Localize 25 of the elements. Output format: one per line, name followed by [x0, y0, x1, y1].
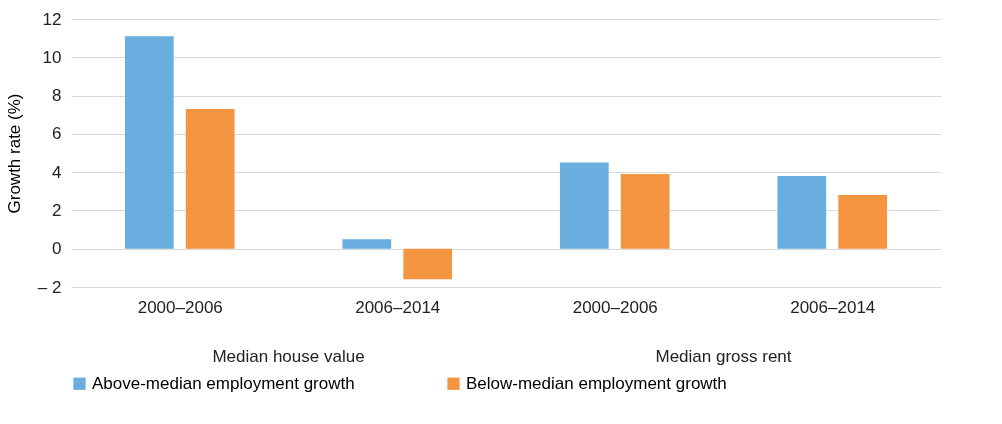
y-tick-label: 12	[42, 9, 62, 29]
x-tick-label: 2006–2014	[355, 297, 441, 317]
bar	[403, 248, 453, 280]
y-axis-title: Growth rate (%)	[4, 93, 24, 214]
legend-label: Above-median employment growth	[92, 373, 355, 393]
x-tick-label: 2000–2006	[137, 297, 223, 317]
y-tick-label: 10	[42, 47, 62, 67]
y-tick-label: 6	[52, 124, 62, 144]
y-tick-label: 0	[52, 239, 62, 259]
x-tick-label: 2000–2006	[572, 297, 658, 317]
bar	[342, 239, 392, 249]
y-tick-label: – 2	[37, 277, 62, 297]
y-tick-label: 4	[52, 162, 62, 182]
bar	[620, 174, 670, 249]
bar	[124, 36, 174, 249]
y-tick-label: 2	[52, 200, 62, 220]
bar	[838, 195, 888, 249]
y-tick-label: 8	[52, 86, 62, 106]
legend-label: Below-median employment growth	[466, 373, 727, 393]
bar	[559, 162, 609, 249]
text: Median house value	[212, 347, 365, 366]
text: Median gross rent	[655, 347, 792, 366]
bar	[777, 175, 827, 249]
bar	[185, 108, 235, 249]
x-tick-label: 2006–2014	[790, 297, 876, 317]
